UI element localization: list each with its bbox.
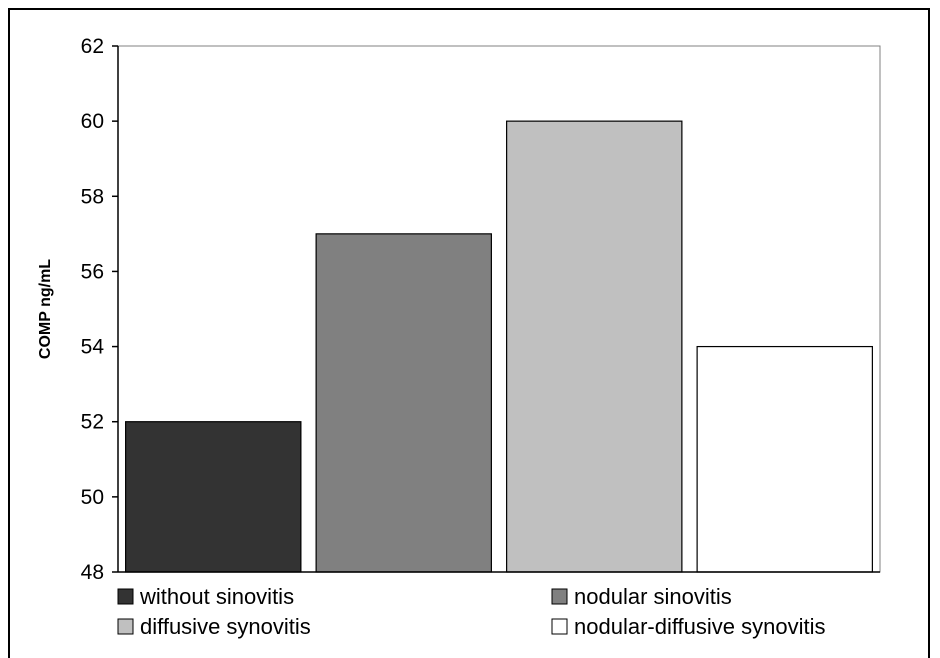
bar-without-sinovitis bbox=[125, 421, 302, 573]
legend-swatch bbox=[117, 618, 134, 635]
chart-frame bbox=[8, 8, 930, 658]
y-tick-label: 48 bbox=[81, 561, 104, 584]
bar-diffusive-synovitis bbox=[506, 120, 683, 573]
bar-nodular-sinovitis bbox=[315, 233, 492, 573]
legend-label: nodular-diffusive synovitis bbox=[574, 614, 826, 639]
legend-swatch bbox=[551, 618, 568, 635]
y-tick-label: 60 bbox=[81, 110, 104, 133]
y-tick-label: 62 bbox=[81, 35, 104, 58]
y-tick-label: 58 bbox=[81, 185, 104, 208]
y-tick-label: 52 bbox=[81, 411, 104, 434]
legend-label: without sinovitis bbox=[139, 584, 294, 609]
legend-label: diffusive synovitis bbox=[140, 614, 311, 639]
y-tick-label: 54 bbox=[81, 336, 105, 359]
legend-swatch bbox=[117, 588, 134, 605]
y-axis-label: COMP ng/mL bbox=[37, 259, 54, 359]
legend-label: nodular sinovitis bbox=[574, 584, 732, 609]
legend-swatch bbox=[551, 588, 568, 605]
bar-nodular-diffusive-synovitis bbox=[696, 345, 873, 573]
y-tick-label: 50 bbox=[81, 486, 104, 509]
y-tick-label: 56 bbox=[81, 260, 104, 283]
